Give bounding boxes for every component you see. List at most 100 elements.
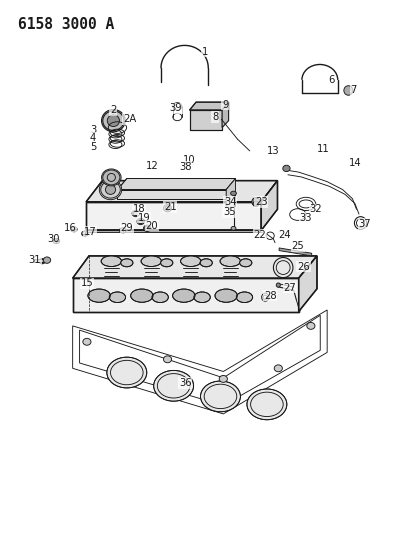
Polygon shape	[226, 179, 235, 208]
Text: 38: 38	[179, 162, 191, 172]
Ellipse shape	[251, 198, 259, 206]
Ellipse shape	[43, 257, 51, 263]
Text: 4: 4	[90, 133, 96, 143]
Text: 32: 32	[309, 204, 321, 214]
Polygon shape	[189, 110, 222, 130]
Ellipse shape	[163, 205, 171, 212]
Ellipse shape	[343, 86, 352, 95]
Polygon shape	[34, 259, 46, 262]
Ellipse shape	[274, 365, 282, 372]
Ellipse shape	[230, 191, 236, 196]
Polygon shape	[261, 181, 277, 230]
Ellipse shape	[219, 375, 227, 382]
Ellipse shape	[172, 289, 195, 302]
Ellipse shape	[119, 228, 126, 233]
Ellipse shape	[152, 292, 168, 303]
Text: 13: 13	[266, 146, 279, 156]
Ellipse shape	[239, 259, 251, 266]
Text: 6158 3000 A: 6158 3000 A	[18, 17, 114, 33]
Text: 19: 19	[137, 213, 150, 223]
Ellipse shape	[141, 256, 161, 266]
Ellipse shape	[236, 292, 252, 303]
Ellipse shape	[39, 259, 45, 264]
Ellipse shape	[105, 185, 115, 195]
Polygon shape	[86, 202, 261, 230]
Ellipse shape	[276, 283, 280, 287]
Text: 31: 31	[28, 255, 41, 265]
Ellipse shape	[193, 292, 210, 303]
Text: 23: 23	[254, 197, 267, 207]
Text: 24: 24	[277, 230, 290, 240]
Text: 37: 37	[357, 219, 370, 229]
Ellipse shape	[99, 180, 121, 200]
Ellipse shape	[200, 259, 212, 266]
Text: 12: 12	[145, 161, 158, 171]
Text: 11: 11	[316, 144, 329, 154]
Text: 2: 2	[110, 105, 116, 115]
Ellipse shape	[220, 256, 240, 266]
Text: 9: 9	[222, 100, 228, 110]
Text: 29: 29	[120, 223, 133, 233]
Ellipse shape	[107, 357, 146, 388]
Ellipse shape	[306, 322, 314, 329]
Text: 3: 3	[90, 125, 96, 135]
Text: 30: 30	[47, 234, 60, 244]
Polygon shape	[222, 102, 228, 127]
Text: 5: 5	[90, 142, 96, 152]
Text: 22: 22	[253, 230, 266, 240]
Ellipse shape	[163, 356, 171, 363]
Polygon shape	[189, 102, 228, 110]
Text: 1: 1	[201, 47, 208, 56]
Text: 7: 7	[350, 85, 356, 95]
Ellipse shape	[153, 370, 193, 401]
Text: 16: 16	[63, 223, 76, 233]
Ellipse shape	[101, 110, 125, 132]
Ellipse shape	[70, 227, 77, 232]
Ellipse shape	[120, 259, 133, 266]
Ellipse shape	[200, 381, 240, 412]
Text: 15: 15	[80, 278, 93, 288]
Ellipse shape	[160, 259, 173, 266]
Ellipse shape	[132, 211, 139, 216]
Text: 35: 35	[222, 207, 235, 217]
Text: 39: 39	[169, 103, 182, 114]
Text: 17: 17	[83, 227, 96, 237]
Ellipse shape	[101, 256, 121, 266]
Text: 14: 14	[348, 158, 361, 168]
Polygon shape	[86, 181, 277, 202]
Ellipse shape	[246, 389, 286, 419]
Ellipse shape	[53, 238, 59, 244]
Ellipse shape	[214, 289, 237, 302]
Polygon shape	[279, 248, 311, 256]
Text: 8: 8	[211, 112, 218, 122]
Ellipse shape	[137, 218, 144, 224]
Ellipse shape	[107, 115, 119, 126]
Ellipse shape	[231, 227, 235, 230]
Ellipse shape	[81, 231, 88, 236]
Text: 10: 10	[183, 156, 196, 165]
Ellipse shape	[109, 292, 125, 303]
Text: 2A: 2A	[123, 114, 136, 124]
Ellipse shape	[83, 338, 91, 345]
Ellipse shape	[130, 289, 153, 302]
Polygon shape	[72, 256, 316, 278]
Text: 21: 21	[164, 202, 176, 212]
Text: 6: 6	[327, 75, 334, 85]
Polygon shape	[72, 278, 298, 312]
Text: 25: 25	[291, 241, 303, 252]
Text: 34: 34	[223, 197, 236, 207]
Text: 18: 18	[133, 204, 145, 214]
Text: 27: 27	[283, 282, 295, 293]
Ellipse shape	[282, 165, 290, 172]
Polygon shape	[117, 190, 226, 199]
Ellipse shape	[143, 225, 151, 231]
Polygon shape	[298, 256, 316, 312]
Ellipse shape	[88, 289, 110, 302]
Polygon shape	[117, 179, 235, 190]
Ellipse shape	[180, 256, 200, 266]
Text: 26: 26	[297, 262, 309, 271]
Ellipse shape	[101, 169, 121, 186]
Text: 28: 28	[263, 290, 276, 301]
Text: 36: 36	[179, 378, 191, 388]
Text: 20: 20	[145, 221, 158, 231]
